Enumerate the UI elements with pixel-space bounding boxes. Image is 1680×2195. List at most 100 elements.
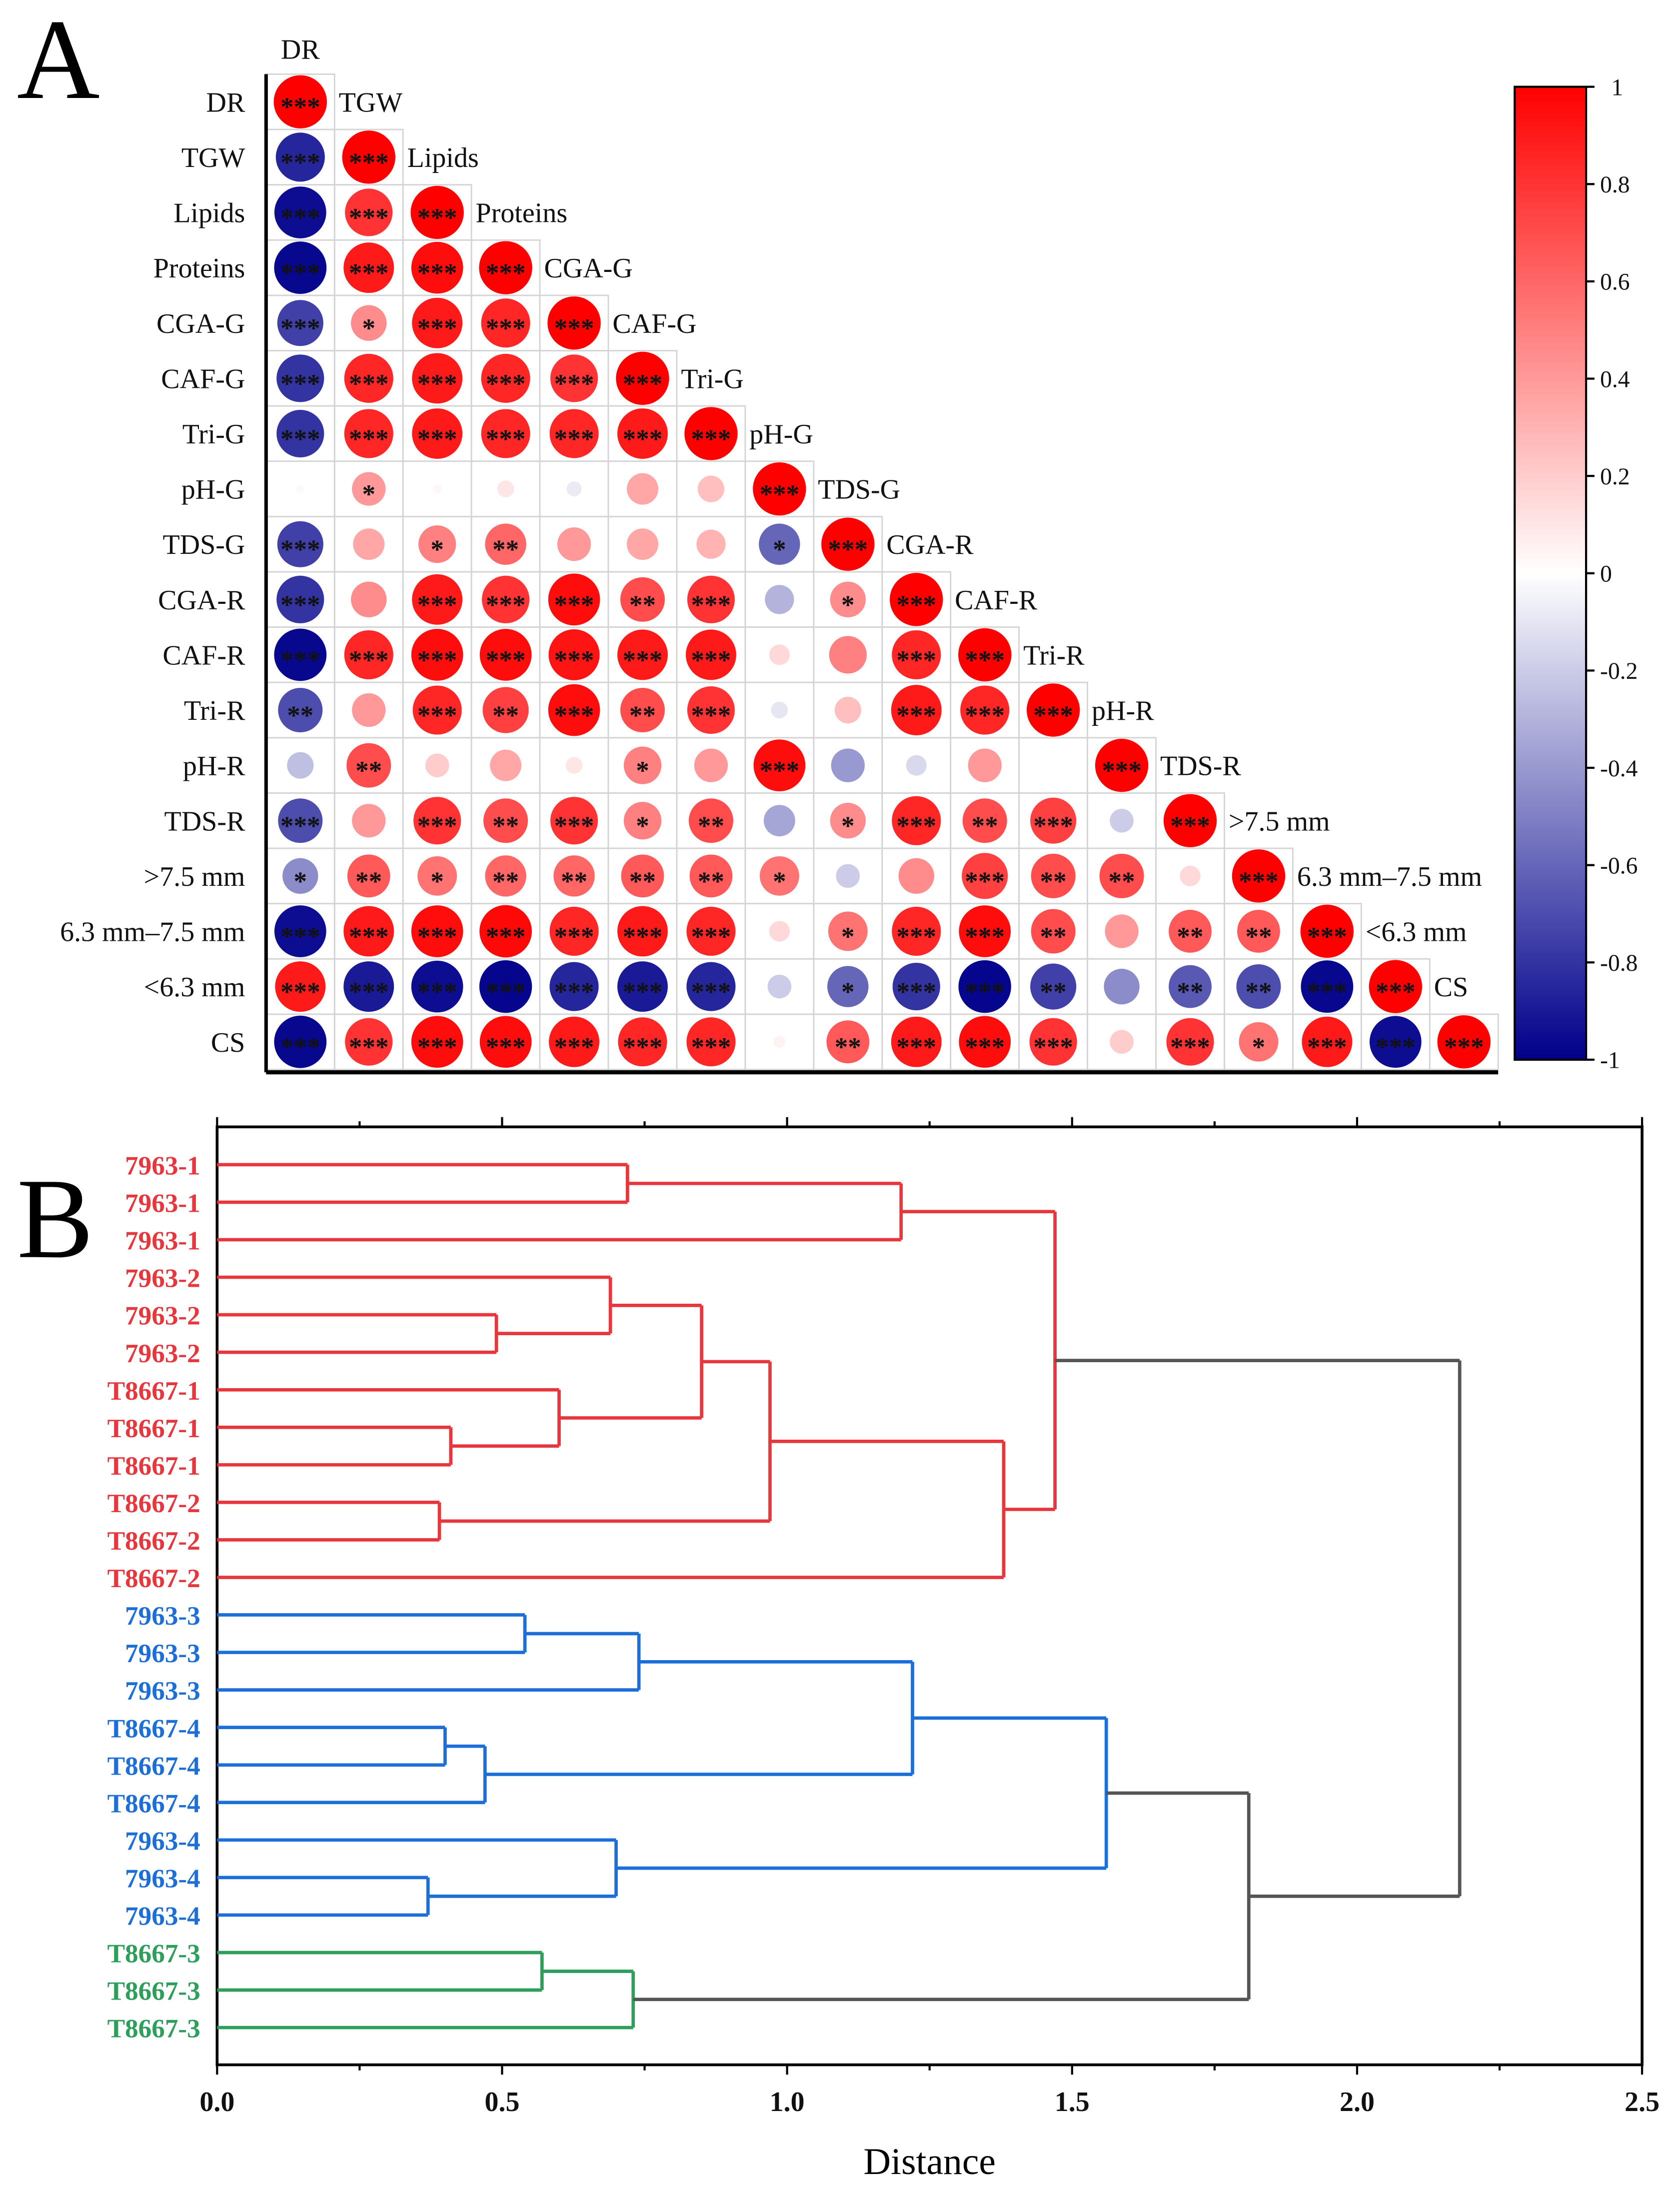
significance-stars: *** <box>1307 1032 1347 1062</box>
correlation-circle <box>958 960 1011 1013</box>
leaf-label: 7963-2 <box>125 1339 200 1368</box>
correlation-circle <box>565 757 583 774</box>
colorbar-bar <box>1514 85 1588 1061</box>
significance-stars: *** <box>554 645 594 675</box>
significance-stars: *** <box>349 203 389 232</box>
correlation-circle <box>547 296 601 350</box>
correlation-circle <box>277 300 323 346</box>
significance-stars: *** <box>417 313 457 343</box>
significance-stars: *** <box>417 700 457 730</box>
diagonal-label: CGA-R <box>886 529 974 560</box>
correlation-circle <box>1237 910 1280 953</box>
correlation-circle <box>892 962 940 1011</box>
colorbar-tick-label: 0.6 <box>1600 269 1630 295</box>
correlation-circle <box>1030 797 1077 844</box>
significance-stars: * <box>294 866 307 896</box>
significance-stars: ** <box>972 811 998 841</box>
correlation-circle <box>1026 683 1080 737</box>
leaf-label: 7963-2 <box>125 1264 200 1293</box>
correlation-circle <box>342 130 395 184</box>
leaf-label: 7963-4 <box>125 1826 200 1856</box>
significance-stars: *** <box>691 977 731 1007</box>
correlation-circle <box>696 529 726 559</box>
correlation-circle <box>479 960 532 1013</box>
significance-stars: *** <box>280 369 320 398</box>
correlation-circle <box>686 962 736 1011</box>
correlation-circle <box>962 853 1008 899</box>
correlation-circle <box>830 581 866 617</box>
leaf-label: 7963-4 <box>125 1864 200 1893</box>
correlation-circle <box>688 798 733 843</box>
correlation-circle <box>618 1017 667 1067</box>
correlation-circle <box>616 351 669 405</box>
correlation-circle <box>906 755 927 776</box>
correlation-circle <box>276 409 324 458</box>
leaf-label: T8667-2 <box>107 1526 200 1556</box>
significance-stars: *** <box>417 811 457 841</box>
correlation-circle <box>1104 968 1140 1005</box>
significance-stars: ** <box>835 1032 861 1062</box>
significance-stars: ** <box>1040 977 1067 1007</box>
correlation-circle <box>344 353 393 403</box>
significance-stars: *** <box>486 313 526 343</box>
correlation-circle <box>891 1016 942 1067</box>
significance-stars: *** <box>1239 866 1279 896</box>
row-label: CAF-R <box>162 640 245 671</box>
correlation-circle <box>425 753 449 777</box>
correlation-circle <box>282 858 318 894</box>
leaf-label: 7963-3 <box>125 1601 200 1631</box>
correlation-circle <box>411 960 463 1013</box>
colorbar-tick-label: -0.8 <box>1600 950 1638 976</box>
correlation-circle <box>962 798 1007 843</box>
significance-stars: * <box>1252 1032 1266 1062</box>
correlation-circle <box>352 693 386 727</box>
correlation-circle <box>892 630 941 679</box>
correlation-circle <box>344 409 393 458</box>
significance-stars: *** <box>1102 756 1142 785</box>
significance-stars: *** <box>349 258 389 288</box>
correlation-circle <box>276 575 324 623</box>
significance-stars: *** <box>691 424 731 453</box>
correlation-circle <box>828 911 868 951</box>
leaf-label: T8667-3 <box>107 1939 200 1969</box>
significance-stars: *** <box>280 590 320 619</box>
correlation-circle <box>481 298 530 348</box>
correlation-circle <box>1301 960 1354 1013</box>
significance-stars: *** <box>896 977 936 1007</box>
colorbar-tick-label: -1 <box>1600 1048 1620 1074</box>
x-tick-label: 1.5 <box>1055 2087 1090 2118</box>
significance-stars: ** <box>1108 866 1135 896</box>
correlation-circle <box>769 921 790 942</box>
significance-stars: * <box>636 756 649 785</box>
significance-stars: *** <box>896 1032 936 1062</box>
significance-stars: *** <box>280 424 320 453</box>
significance-stars: *** <box>965 922 1005 951</box>
significance-stars: *** <box>965 645 1005 675</box>
leaf-label: 7963-1 <box>125 1151 200 1181</box>
correlation-circle <box>1180 865 1201 886</box>
significance-stars: *** <box>623 424 663 453</box>
leaf-label: 7963-2 <box>125 1301 200 1331</box>
significance-stars: *** <box>486 424 526 453</box>
row-label: CAF-G <box>161 363 245 394</box>
significance-stars: *** <box>759 479 799 509</box>
significance-stars: *** <box>280 147 320 177</box>
row-label: pH-R <box>183 751 245 782</box>
diagonal-label: CGA-G <box>544 253 632 284</box>
correlation-circle <box>417 856 457 896</box>
significance-stars: ** <box>1177 922 1203 951</box>
diagonal-label: Lipids <box>407 142 479 173</box>
correlation-circle <box>697 475 725 502</box>
x-tick-label: 0.5 <box>484 2087 519 2118</box>
correlation-circle <box>412 408 463 459</box>
significance-stars: *** <box>349 645 389 675</box>
correlation-circle <box>836 864 860 888</box>
significance-stars: ** <box>287 700 313 730</box>
row-label: Lipids <box>173 198 245 229</box>
correlation-circle <box>351 581 387 617</box>
diagonal-label: TDS-R <box>1160 751 1241 782</box>
row-label: Tri-R <box>184 695 245 726</box>
colorbar-tick-label: 0.4 <box>1600 366 1630 392</box>
diagonal-label: >7.5 mm <box>1229 806 1330 837</box>
correlation-circle <box>753 462 806 516</box>
